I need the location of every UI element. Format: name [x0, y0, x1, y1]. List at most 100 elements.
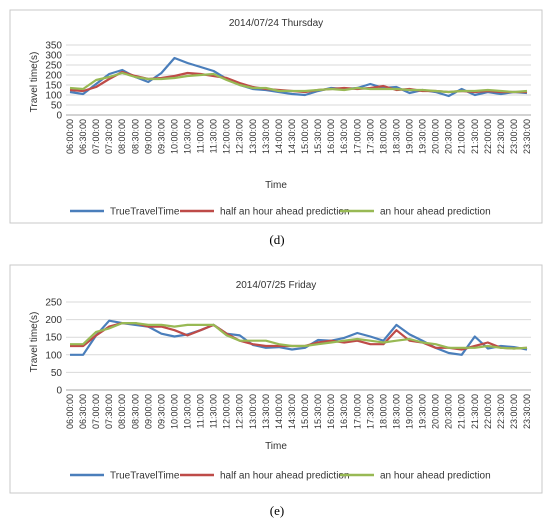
x-tick-label: 15:00:00: [300, 119, 310, 154]
y-tick-label: 50: [51, 368, 63, 379]
y-tick-label: 250: [45, 298, 62, 309]
x-axis-label: Time: [265, 180, 287, 191]
x-tick-label: 06:00:00: [65, 394, 75, 429]
y-tick-label: 100: [45, 350, 62, 361]
x-tick-label: 20:00:00: [431, 394, 441, 429]
y-axis-label: Travel time(s): [29, 52, 40, 113]
legend-label: half an hour ahead prediction: [220, 207, 350, 218]
x-tick-label: 18:00:00: [378, 119, 388, 154]
x-tick-label: 19:00:00: [404, 394, 414, 429]
y-tick-label: 0: [56, 111, 62, 122]
legend-label: TrueTravelTime: [110, 207, 180, 218]
x-tick-label: 14:00:00: [274, 394, 284, 429]
x-tick-label: 18:30:00: [391, 394, 401, 429]
x-tick-label: 12:00:00: [222, 119, 232, 154]
x-tick-label: 23:00:00: [509, 119, 519, 154]
x-tick-label: 20:30:00: [444, 394, 454, 429]
x-tick-label: 10:00:00: [169, 119, 179, 154]
x-tick-label: 16:30:00: [339, 119, 349, 154]
x-tick-label: 06:30:00: [78, 394, 88, 429]
x-tick-label: 20:30:00: [444, 119, 454, 154]
chart-title: 2014/07/25 Friday: [236, 280, 317, 291]
y-tick-label: 250: [45, 61, 62, 72]
y-tick-label: 50: [51, 101, 63, 112]
series-line-2: [69, 71, 528, 94]
x-tick-label: 14:00:00: [274, 119, 284, 154]
x-axis-label: Time: [265, 441, 287, 452]
chart-border: [9, 9, 543, 224]
x-tick-label: 11:30:00: [209, 119, 219, 153]
x-tick-label: 08:00:00: [117, 119, 127, 154]
x-tick-label: 16:30:00: [339, 394, 349, 429]
x-tick-label: 09:00:00: [143, 394, 153, 429]
x-tick-label: 10:30:00: [183, 394, 193, 429]
x-tick-label: 23:00:00: [509, 394, 519, 429]
panel-label-d: (d): [269, 232, 284, 247]
x-tick-label: 21:30:00: [470, 119, 480, 154]
x-tick-label: 06:00:00: [65, 119, 75, 154]
x-tick-label: 21:30:00: [470, 394, 480, 429]
y-tick-label: 0: [56, 386, 62, 397]
x-tick-label: 13:30:00: [261, 119, 271, 154]
chart-border: [9, 264, 543, 494]
series-layer: [69, 56, 528, 98]
x-tick-label: 08:00:00: [117, 394, 127, 429]
chart-panel-d: 2014/07/24 Thursday Travel time(s) Time …: [9, 9, 543, 224]
legend-label: an hour ahead prediction: [380, 207, 491, 218]
legend: TrueTravelTime half an hour ahead predict…: [70, 207, 491, 218]
y-tick-label: 100: [45, 91, 62, 102]
x-tick-label: 23:30:00: [522, 394, 532, 429]
y-tick-label: 350: [45, 41, 62, 52]
panel-label-e: (e): [270, 503, 284, 518]
x-tick-label: 17:00:00: [352, 119, 362, 154]
y-tick-label: 150: [45, 333, 62, 344]
x-tick-label: 21:00:00: [457, 394, 467, 429]
x-tick-label: 11:30:00: [209, 394, 219, 428]
y-axis-label: Travel time(s): [29, 312, 40, 373]
x-tick-label: 08:30:00: [130, 394, 140, 429]
x-tick-label: 13:30:00: [261, 394, 271, 429]
series-line-2: [70, 322, 528, 350]
x-tick-label: 07:00:00: [91, 119, 101, 154]
x-tick-label: 08:30:00: [130, 119, 140, 154]
x-tick-label: 19:30:00: [418, 119, 428, 154]
x-tick-label: 17:30:00: [365, 119, 375, 154]
y-tick-label: 200: [45, 71, 62, 82]
y-tick-label: 300: [45, 51, 62, 62]
legend-label: an hour ahead prediction: [380, 471, 491, 482]
x-tick-label: 07:00:00: [91, 394, 101, 429]
y-tick-label: 200: [45, 315, 62, 326]
x-tick-label: 22:30:00: [496, 119, 506, 154]
series-layer: [70, 319, 528, 356]
x-tick-label: 17:00:00: [352, 394, 362, 429]
x-tick-label: 09:30:00: [156, 119, 166, 154]
x-tick-label: 15:30:00: [313, 394, 323, 429]
x-tick-label: 12:30:00: [235, 394, 245, 429]
x-tick-label: 14:30:00: [287, 119, 297, 154]
x-tick-label: 22:00:00: [483, 394, 493, 429]
x-tick-label: 21:00:00: [457, 119, 467, 154]
x-tick-label: 11:00:00: [196, 394, 206, 428]
x-tick-label: 06:30:00: [78, 119, 88, 154]
x-tick-label: 20:00:00: [431, 119, 441, 154]
x-tick-label: 14:30:00: [287, 394, 297, 429]
x-tick-label: 19:00:00: [404, 119, 414, 154]
legend: TrueTravelTime half an hour ahead predict…: [70, 471, 491, 482]
chart-panel-e: 2014/07/25 Friday Travel time(s) Time 0 5…: [9, 264, 543, 494]
series-line-0: [69, 56, 528, 98]
x-tick-label: 13:00:00: [248, 119, 258, 154]
x-tick-label: 23:30:00: [522, 119, 532, 154]
legend-label: TrueTravelTime: [110, 471, 180, 482]
x-tick-label: 07:30:00: [104, 394, 114, 429]
y-tick-label: 150: [45, 81, 62, 92]
x-tick-label: 15:30:00: [313, 119, 323, 154]
x-tick-label: 18:30:00: [391, 119, 401, 154]
x-tick-label: 22:30:00: [496, 394, 506, 429]
x-tick-label: 19:30:00: [418, 394, 428, 429]
x-tick-label: 17:30:00: [365, 394, 375, 429]
x-tick-label: 11:00:00: [196, 119, 206, 153]
x-tick-label: 12:00:00: [222, 394, 232, 429]
chart-title: 2014/07/24 Thursday: [229, 18, 323, 29]
